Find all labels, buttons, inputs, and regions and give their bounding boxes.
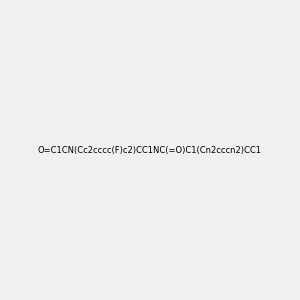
Text: O=C1CN(Cc2cccc(F)c2)CC1NC(=O)C1(Cn2cccn2)CC1: O=C1CN(Cc2cccc(F)c2)CC1NC(=O)C1(Cn2cccn2… — [38, 146, 262, 154]
